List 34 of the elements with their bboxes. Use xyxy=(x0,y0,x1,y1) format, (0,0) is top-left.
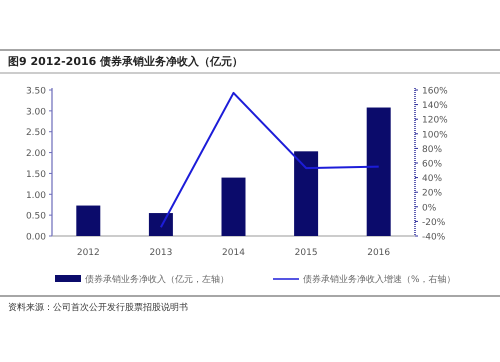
y2-tick-label: 0% xyxy=(422,203,437,214)
y2-tick-label: 40% xyxy=(422,174,442,184)
x-tick-label: 2015 xyxy=(294,248,318,258)
y2-tick-label: 120% xyxy=(422,116,448,126)
y-tick-label: 1.00 xyxy=(26,190,46,201)
y2-tick-label: 100% xyxy=(422,130,448,140)
line-series xyxy=(160,92,380,228)
text: 资料来源：公司首次公开发行股票招股说明书 xyxy=(8,302,188,313)
chart-title: 图9 2012-2016 债券承销业务净收入（亿元） xyxy=(8,55,244,68)
y2-tick-label: 60% xyxy=(422,160,442,170)
x-tick-label: 2013 xyxy=(149,248,172,258)
x-tick-label: 2016 xyxy=(367,248,390,258)
y2-tick-label: 20% xyxy=(422,188,442,199)
legend-label: 债券承销业务净收入（亿元，左轴） xyxy=(85,274,229,285)
bar xyxy=(76,206,100,236)
y-tick-label: 2.00 xyxy=(26,149,46,160)
y-tick-label: 3.50 xyxy=(26,86,46,96)
y2-tick-label: -40% xyxy=(422,232,446,242)
x-tick-label: 2014 xyxy=(222,248,246,258)
y2-tick-label: 80% xyxy=(422,144,442,155)
y2-tick-label: -20% xyxy=(422,218,446,228)
y-tick-label: 1.50 xyxy=(26,170,46,180)
y-tick-label: 2.50 xyxy=(26,128,46,138)
y2-tick-label: 140% xyxy=(422,101,448,112)
x-tick-label: 2012 xyxy=(76,248,100,258)
legend-label: 债券承销业务净收入增速（%，右轴） xyxy=(303,274,456,285)
bar xyxy=(148,213,173,236)
bar xyxy=(294,151,318,236)
y2-tick-label: 160% xyxy=(422,86,448,96)
bar xyxy=(222,178,246,236)
y-tick-label: 0.50 xyxy=(26,212,46,222)
y-tick-label: 3.00 xyxy=(26,107,46,118)
y-tick-label: 0.00 xyxy=(26,232,46,242)
bar xyxy=(366,108,391,236)
